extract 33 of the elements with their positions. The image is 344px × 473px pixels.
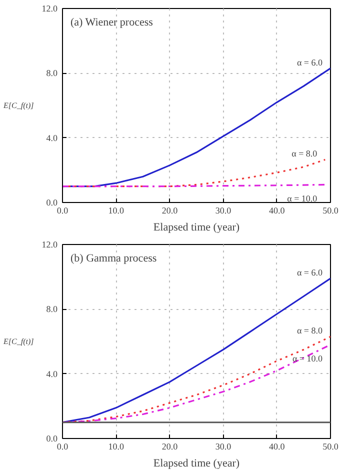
y-tick-label: 8.0: [46, 68, 58, 78]
series-label: α = 8.0: [296, 326, 323, 336]
text: (b) Gamma process: [70, 252, 157, 264]
y-tick-label: 12.0: [42, 240, 58, 250]
x-axis-title: Elapsed time (year): [153, 458, 240, 470]
text: (a) Wiener process: [70, 16, 153, 28]
series-label: α = 8.0: [292, 148, 318, 159]
x-tick-label: 10.0: [108, 206, 124, 216]
y-tick-label: 12.0: [42, 4, 58, 14]
y-tick-label: 4.0: [46, 368, 58, 379]
x-tick-label: 30.0: [215, 206, 232, 216]
y-tick-label: 4.0: [46, 132, 58, 143]
y-tick-label: 8.0: [46, 304, 58, 314]
x-tick-label: 50.0: [322, 442, 339, 452]
x-tick-label: 20.0: [162, 206, 178, 216]
x-tick-label: 30.0: [215, 442, 232, 452]
series-label: α = 10.0: [287, 194, 318, 204]
x-tick-label: 40.0: [269, 442, 286, 452]
x-axis-title: Elapsed time (year): [153, 222, 240, 234]
x-tick-label: 0.0: [56, 442, 69, 452]
y-tick-label: 0.0: [46, 434, 58, 444]
y-tick-label: 0.0: [46, 198, 58, 208]
x-tick-label: 0.0: [56, 206, 69, 216]
y-axis-title: E[C_f(t)]: [2, 101, 34, 110]
line-series: [62, 278, 330, 424]
x-tick-label: 20.0: [162, 442, 178, 452]
series-label: α = 6.0: [296, 57, 323, 68]
x-tick-label: 10.0: [108, 442, 124, 452]
y-axis-title: E[C_f(t)]: [2, 337, 34, 346]
x-tick-label: 40.0: [269, 206, 286, 216]
x-tick-label: 50.0: [322, 206, 339, 216]
series-label: α = 10.0: [292, 354, 323, 364]
series-label: α = 6.0: [296, 267, 323, 278]
